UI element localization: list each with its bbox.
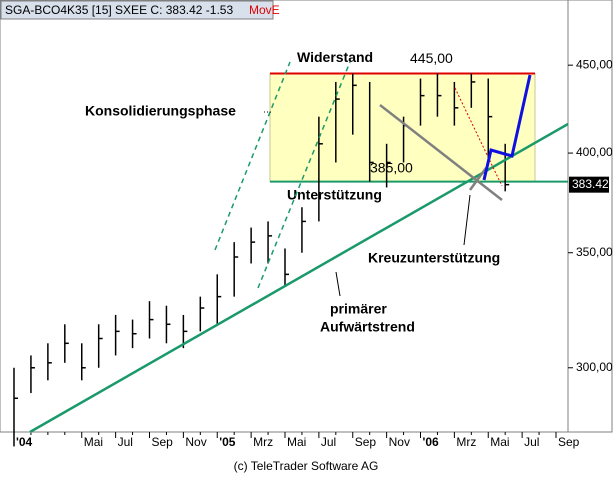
layer: Widerstand 445,00 Unterstützung 385,00 300,0… [13,49,613,449]
level-label: Widerstand [297,49,373,65]
channel-line [257,61,351,289]
gray-line [468,167,488,191]
indicator: MovE [249,3,280,17]
y-axis-panel [567,0,613,433]
last-price-label: 383.42 [572,177,609,191]
x-tick-label: Nov [185,435,206,449]
y-tick-label: 300,00 [576,360,613,374]
arrow [463,194,471,246]
projection [482,74,532,181]
footer: (c) TeleTrader Software AG [234,459,379,473]
x-tick-label: Mrz [253,435,273,449]
overlay: Konsolidierungsphase Kreuzunterstützung … [29,61,569,434]
x-tick-label: '05 [219,435,236,449]
trend-line [29,122,569,434]
annotation: Kreuzunterstützung [368,250,500,266]
x-tick-label: Mai [84,435,103,449]
x-tick-label: '06 [423,435,440,449]
level-value: 445,00 [410,50,453,66]
x-tick-label: Sep [152,435,174,449]
annotation: Aufwärtstrend [320,319,415,335]
header-box [0,0,274,20]
x-tick-label: Sep [355,435,377,449]
y-tick-label: 350,00 [576,245,613,259]
x-tick-label: Mrz [456,435,476,449]
level-label: Unterstützung [287,186,382,202]
x-tick-label: Jul [524,435,539,449]
x-tick-label: Jul [321,435,336,449]
y-tick-label: 400,00 [576,145,613,159]
x-tick-label: Nov [389,435,410,449]
level-value: 385,00 [370,159,413,175]
x-tick-label: Sep [558,435,580,449]
x-tick-label: Mai [287,435,306,449]
last-price-box [569,176,609,193]
annotation: Konsolidierungsphase [85,103,236,119]
y-tick-label: 450,00 [576,57,613,71]
header-title: SGA-BCO4K35 [15] SXEE C: 383.42 -1.53 [5,3,233,17]
channel-line [214,61,291,251]
plot-area [0,0,569,433]
arrow [335,271,341,297]
x-tick-label: '04 [16,435,33,449]
x-tick-label: Jul [118,435,133,449]
annotation: primärer [330,301,387,317]
x-tick-label: Mai [490,435,509,449]
gray-line [379,104,503,201]
